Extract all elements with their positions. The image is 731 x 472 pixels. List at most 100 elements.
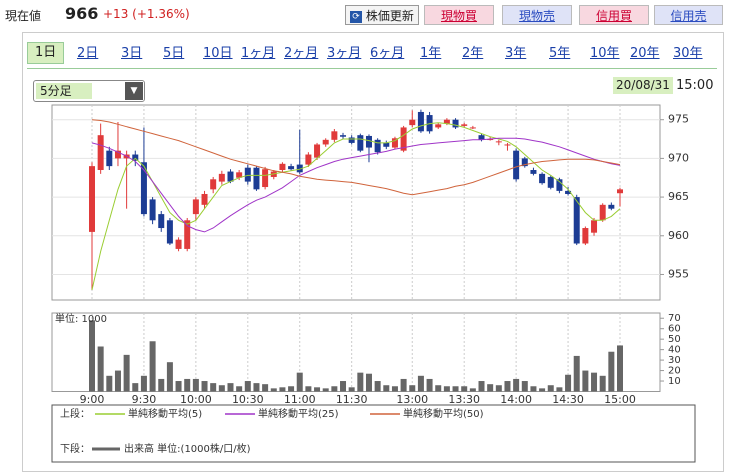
- volume-bar: [530, 386, 537, 392]
- legend-label: 単純移動平均(5): [128, 407, 202, 420]
- y-tick-label: 20: [668, 366, 681, 377]
- candle-body: [288, 166, 295, 170]
- y-tick-label: 60: [668, 324, 681, 335]
- moving-average-line: [91, 122, 621, 291]
- volume-unit: 単位: 1000: [55, 312, 107, 325]
- volume-bar: [608, 351, 615, 392]
- period-tab[interactable]: 1年: [420, 46, 442, 61]
- candle-body: [140, 162, 147, 215]
- candle-body: [201, 193, 208, 205]
- period-tab[interactable]: 20年: [630, 46, 660, 61]
- volume-bar: [270, 388, 277, 392]
- volume-bar: [461, 386, 468, 392]
- volume-bar: [391, 386, 398, 392]
- volume-bar: [435, 385, 442, 392]
- volume-bar: [210, 383, 217, 392]
- volume-bar: [184, 378, 191, 392]
- volume-bar: [236, 386, 243, 392]
- volume-bar: [331, 386, 338, 392]
- volume-bar: [296, 372, 303, 392]
- candle-body: [417, 111, 424, 132]
- period-tab[interactable]: 2ヶ月: [284, 46, 319, 61]
- refresh-icon: ⟳: [350, 10, 363, 23]
- volume-bar: [452, 386, 459, 392]
- volume-bar: [409, 385, 416, 392]
- price-label: 現在値: [5, 9, 42, 23]
- candle-body: [106, 150, 113, 167]
- period-tab[interactable]: 10日: [203, 46, 233, 61]
- candle-body: [114, 150, 121, 159]
- plot-area: [51, 104, 661, 301]
- candle-body: [469, 127, 476, 129]
- cash-buy-button[interactable]: 現物買: [424, 5, 494, 25]
- candle-body: [210, 179, 217, 190]
- volume-bar: [340, 381, 347, 392]
- period-tab[interactable]: 3日: [121, 46, 143, 61]
- moving-average-line: [91, 119, 621, 196]
- candle-body: [184, 220, 191, 249]
- period-tab[interactable]: 5日: [163, 46, 185, 61]
- candle-body: [340, 135, 347, 137]
- volume-bar: [279, 387, 286, 392]
- period-tab[interactable]: 6ヶ月: [370, 46, 405, 61]
- candle-body: [175, 239, 182, 249]
- period-tab[interactable]: 1ヶ月: [241, 46, 276, 61]
- interval-dropdown[interactable]: 5分足 ▼: [33, 80, 145, 102]
- candle-body: [478, 135, 485, 140]
- volume-bar: [495, 385, 502, 392]
- chart-time: 15:00: [676, 78, 714, 93]
- volume-bar: [365, 373, 372, 392]
- x-tick-label: 9:00: [80, 393, 105, 406]
- volume-bar: [469, 388, 476, 392]
- period-tab[interactable]: 1日: [27, 42, 65, 64]
- period-tab[interactable]: 5年: [549, 46, 571, 61]
- volume-bar: [478, 381, 485, 392]
- volume-bar: [140, 375, 147, 392]
- volume-bar: [417, 375, 424, 392]
- volume-bar: [114, 370, 121, 392]
- period-tab[interactable]: 2日: [77, 46, 99, 61]
- refresh-text: 株価更新: [365, 9, 414, 23]
- chart-date: 20/08/31: [613, 77, 673, 94]
- margin-sell-button[interactable]: 信用売: [654, 5, 723, 25]
- period-tab[interactable]: 3年: [505, 46, 527, 61]
- y-tick-label: 975: [668, 113, 689, 126]
- x-tick-label: 9:30: [132, 393, 157, 406]
- volume-bar: [513, 378, 520, 392]
- volume-bar: [106, 375, 113, 392]
- volume-bar: [132, 383, 139, 392]
- candle-body: [435, 124, 442, 128]
- legend-prefix: 上段：: [60, 407, 90, 420]
- volume-bar: [591, 372, 598, 392]
- refresh-button[interactable]: ⟳ 株価更新: [345, 5, 419, 25]
- y-tick-label: 960: [668, 229, 689, 242]
- volume-bar: [97, 346, 104, 392]
- volume-bar: [539, 388, 546, 392]
- candle-body: [348, 137, 355, 143]
- volume-bar: [123, 354, 130, 392]
- y-tick-label: 10: [668, 376, 681, 387]
- legend-prefix: 下段：: [60, 442, 90, 455]
- volume-bar: [348, 387, 355, 392]
- legend-label: 単純移動平均(50): [403, 407, 484, 420]
- period-tab[interactable]: 10年: [590, 46, 620, 61]
- candle-body: [97, 135, 104, 170]
- candle-body: [461, 124, 468, 126]
- candle-body: [409, 119, 416, 126]
- volume-bar: [400, 378, 407, 392]
- volume-bar: [218, 385, 225, 392]
- volume-bar: [504, 381, 511, 392]
- volume-bar: [262, 384, 269, 392]
- volume-bar: [288, 386, 295, 392]
- period-tab[interactable]: 2年: [462, 46, 484, 61]
- candle-body: [227, 171, 234, 182]
- margin-buy-button[interactable]: 信用買: [579, 5, 649, 25]
- period-tab[interactable]: 3ヶ月: [327, 46, 362, 61]
- volume-bar: [322, 388, 329, 392]
- candle-body: [565, 190, 572, 194]
- volume-bar: [383, 385, 390, 392]
- period-tab[interactable]: 30年: [673, 46, 703, 61]
- y-tick-label: 40: [668, 345, 681, 356]
- cash-sell-button[interactable]: 現物売: [502, 5, 572, 25]
